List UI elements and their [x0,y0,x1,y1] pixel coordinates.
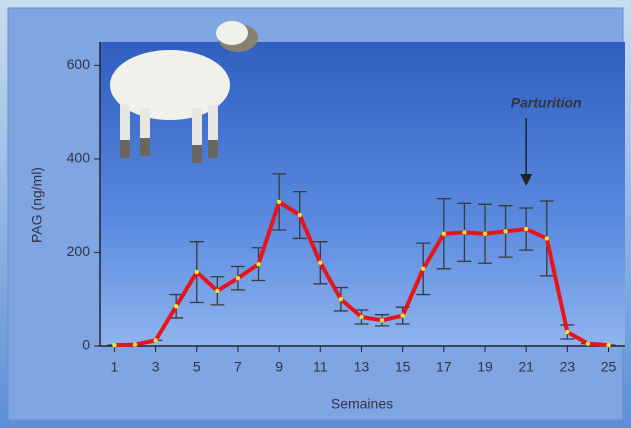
x-tick-label: 19 [477,359,493,375]
x-tick-label: 11 [313,359,328,375]
y-axis-label: PAG (ng/ml) [29,167,45,243]
x-tick-label: 17 [436,359,452,375]
data-point [215,289,219,293]
data-point [359,315,363,319]
x-tick-label: 21 [518,359,534,375]
data-point [236,276,240,280]
x-tick-label: 15 [395,359,411,375]
data-point [462,230,466,234]
data-point [545,236,549,240]
y-tick-label: 200 [67,243,91,259]
data-point [339,297,343,301]
data-point [112,343,116,347]
x-tick-label: 1 [111,359,119,375]
data-point [421,267,425,271]
x-tick-label: 9 [275,359,283,375]
data-point [277,200,281,204]
y-tick-label: 0 [82,337,90,353]
data-point [133,342,137,346]
x-tick-label: 13 [354,359,370,375]
data-point [400,313,404,317]
data-point [586,341,590,345]
x-tick-label: 5 [193,359,201,375]
x-tick-label: 7 [234,359,242,375]
data-point [380,318,384,322]
y-tick-label: 400 [67,150,91,166]
chart: PAG (ng/ml) Semaines 0200400600135791113… [0,0,631,428]
data-point [524,227,528,231]
data-point [565,330,569,334]
x-tick-label: 3 [152,359,160,375]
data-point [153,338,157,342]
x-tick-label: 25 [601,359,617,375]
data-point [483,232,487,236]
annotation-text: Parturition [511,95,582,111]
data-point [195,270,199,274]
data-point [503,229,507,233]
data-point [442,232,446,236]
data-point [318,261,322,265]
y-tick-label: 600 [67,56,91,72]
x-axis-label: Semaines [331,396,393,412]
data-point [606,343,610,347]
x-tick-label: 23 [560,359,576,375]
data-point [174,304,178,308]
data-point [298,213,302,217]
data-point [256,262,260,266]
